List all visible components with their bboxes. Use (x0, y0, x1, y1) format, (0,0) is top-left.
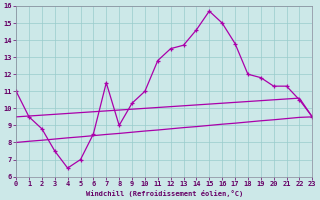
X-axis label: Windchill (Refroidissement éolien,°C): Windchill (Refroidissement éolien,°C) (85, 190, 243, 197)
